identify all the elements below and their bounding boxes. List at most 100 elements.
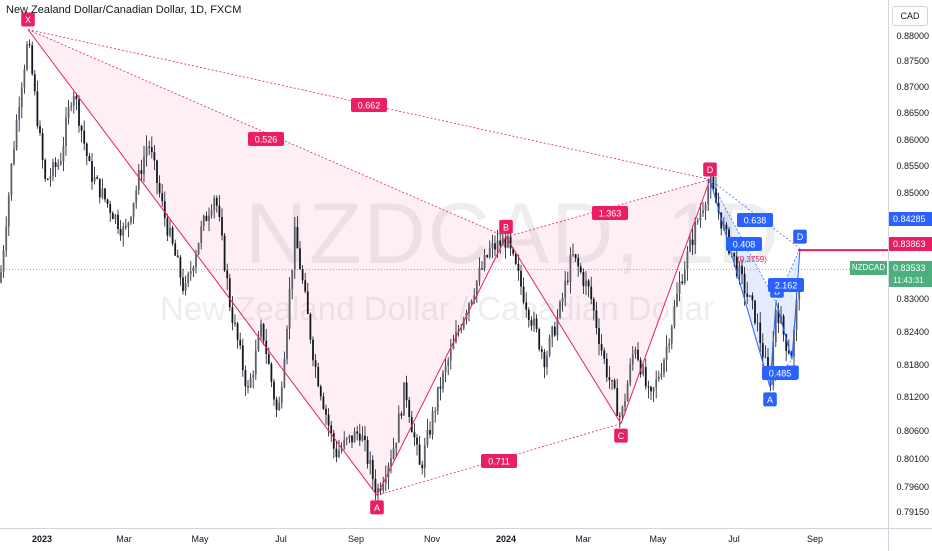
candle xyxy=(257,331,260,352)
candle xyxy=(7,192,10,236)
candle xyxy=(366,436,369,469)
time-tick-label: Mar xyxy=(575,534,591,544)
symbol-title[interactable]: New Zealand Dollar/Canadian Dollar, 1D, … xyxy=(6,4,242,16)
blue-ratio-label[interactable]: 0.408 xyxy=(726,237,762,251)
candle xyxy=(686,245,689,281)
pink-ratio-label[interactable]: 1.363 xyxy=(592,206,628,220)
pink-point-label[interactable]: D xyxy=(703,162,717,177)
price-tick-label: 0.80100 xyxy=(896,454,929,464)
svg-text:0.526: 0.526 xyxy=(255,135,278,145)
blue-point-label[interactable]: A xyxy=(763,392,777,407)
candle xyxy=(611,379,613,391)
svg-text:X: X xyxy=(25,15,31,25)
svg-text:0.662: 0.662 xyxy=(358,101,381,111)
pink-point-label[interactable]: X xyxy=(21,12,35,27)
pink-point-label[interactable]: A xyxy=(370,500,384,515)
candle xyxy=(520,264,522,295)
candle xyxy=(759,312,762,353)
pink-ratio-label[interactable]: 0.662 xyxy=(351,98,387,112)
candle xyxy=(644,358,647,390)
candle xyxy=(408,396,411,423)
time-axis[interactable]: 2023 Mar May Jul Sep Nov 2024 Mar May Jul Sep xyxy=(0,528,888,551)
candle xyxy=(49,167,52,187)
candle xyxy=(774,308,777,348)
candle xyxy=(57,159,60,171)
candle xyxy=(514,252,517,266)
chart-area[interactable]: NZDCAD, 1D New Zealand Dollar / Canadian… xyxy=(0,0,888,528)
candle xyxy=(416,433,418,456)
candle xyxy=(200,220,203,250)
candle xyxy=(494,235,496,257)
candle xyxy=(566,271,569,286)
candle xyxy=(239,332,242,350)
pink-ratio-label[interactable]: 0.526 xyxy=(248,132,284,146)
candle xyxy=(187,271,190,288)
blue-xab-fill xyxy=(710,179,776,388)
time-tick-label: Jul xyxy=(275,534,287,544)
candle xyxy=(114,213,117,224)
plot-svg[interactable]: XABCDABCD0.5260.6620.7111.363(0.3759)0.6… xyxy=(0,0,888,528)
candle xyxy=(624,393,626,414)
candle xyxy=(249,373,252,389)
pink-ratio-label[interactable]: 0.711 xyxy=(481,454,517,468)
candle xyxy=(33,70,36,96)
candle xyxy=(777,302,780,333)
candle xyxy=(59,152,62,166)
candle xyxy=(392,437,395,460)
candle xyxy=(543,349,546,379)
pink-level-badge: 0.83863 xyxy=(889,237,932,252)
candle xyxy=(556,309,559,341)
candle xyxy=(426,418,429,448)
candle xyxy=(130,216,132,225)
candle xyxy=(574,253,577,262)
blue-ratio-label[interactable]: 2.162 xyxy=(768,278,804,292)
candle xyxy=(145,135,148,167)
candle xyxy=(325,404,327,425)
svg-text:D: D xyxy=(707,165,714,175)
candle xyxy=(535,314,538,333)
candle xyxy=(317,362,320,388)
time-tick-label: Jul xyxy=(728,534,740,544)
candle xyxy=(689,234,691,253)
candle xyxy=(286,325,288,365)
candle xyxy=(676,282,678,308)
candle xyxy=(304,272,307,294)
candle xyxy=(275,396,278,418)
svg-text:A: A xyxy=(374,503,380,513)
candle xyxy=(439,377,442,401)
candle xyxy=(449,338,452,370)
candle xyxy=(319,384,322,401)
candle xyxy=(46,177,49,181)
candle xyxy=(650,385,652,400)
candle xyxy=(613,378,616,390)
candle xyxy=(291,269,294,300)
time-tick-label: Sep xyxy=(806,534,824,544)
pink-point-label[interactable]: B xyxy=(499,219,513,234)
candle xyxy=(647,380,650,399)
pink-leg-line xyxy=(27,29,378,496)
reference-lines xyxy=(0,249,888,270)
candle xyxy=(140,159,143,182)
watermark-name: New Zealand Dollar / Canadian Dollar xyxy=(160,290,714,327)
candle xyxy=(208,207,210,232)
candle xyxy=(163,191,166,227)
time-tick-label: 2024 xyxy=(495,534,517,544)
candle xyxy=(150,136,153,159)
blue-point-label[interactable]: D xyxy=(793,229,807,244)
pink-point-label[interactable]: C xyxy=(614,428,628,443)
blue-ratio-label[interactable]: 0.638 xyxy=(737,213,773,227)
candle xyxy=(70,102,73,112)
candle xyxy=(254,339,257,380)
candle xyxy=(387,462,390,490)
candle xyxy=(582,268,585,294)
candle xyxy=(106,198,109,208)
pink-xab-fill xyxy=(28,29,506,496)
currency-button[interactable]: CAD xyxy=(892,6,928,26)
candle xyxy=(161,183,164,207)
candle xyxy=(221,208,223,241)
blue-ratio-label[interactable]: 0.485 xyxy=(762,366,798,380)
candle xyxy=(447,356,450,376)
svg-text:B: B xyxy=(503,222,509,232)
candle xyxy=(421,460,424,475)
candle xyxy=(75,93,78,111)
